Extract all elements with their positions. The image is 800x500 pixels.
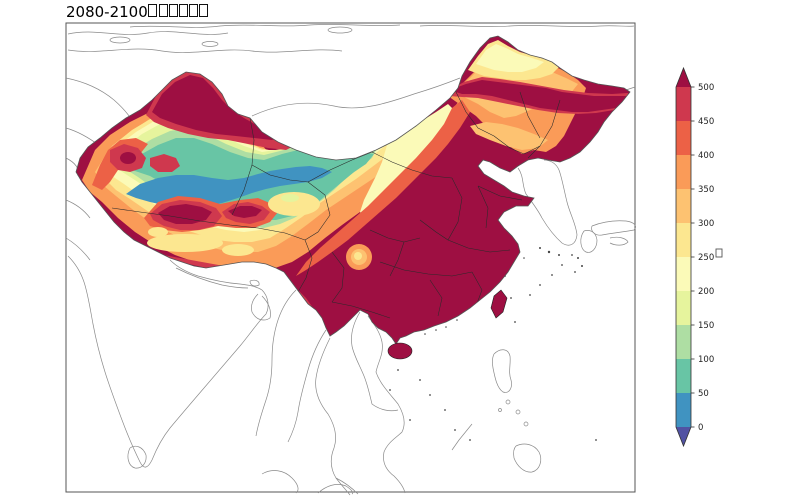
china-border [75, 35, 631, 345]
colorbar-segment-100-150 [676, 325, 691, 359]
colorbar-tick-label: 400 [698, 151, 714, 161]
ne-maroon-band [450, 80, 628, 112]
colorbar-tick-label: 100 [698, 355, 714, 365]
colorbar: 500 450 400 350 300 250 200 150 100 50 0 [675, 66, 723, 448]
colorbar-segment-50-100 [676, 359, 691, 393]
kunlun-core-1 [158, 204, 212, 224]
colorbar-tick-label: 50 [698, 389, 709, 399]
colorbar-tick-label: 450 [698, 117, 714, 127]
colorbar-segment-350-400 [676, 155, 691, 189]
taiwan [490, 289, 508, 319]
asia-coastlines [65, 24, 636, 496]
junggar-maroon [152, 75, 282, 140]
hainan [387, 342, 413, 360]
colorbar-segment-150-200 [676, 291, 691, 325]
missing-glyph-box [168, 4, 178, 17]
colorbar-tick-label: 500 [698, 83, 714, 93]
contour-field [76, 36, 630, 344]
colorbar-segment-200-250 [676, 257, 691, 291]
colorbar-tickmarks [691, 86, 695, 428]
colorbar-tick-label: 250 [698, 253, 714, 263]
qaidam-green [281, 194, 299, 202]
colorbar-segment-0-50 [676, 393, 691, 427]
colorbar-tick-label: 150 [698, 321, 714, 331]
west-spot-core [120, 152, 136, 164]
ne-cap-200-250 [476, 44, 544, 72]
colorbar-tick-label: 300 [698, 219, 714, 229]
colorbar-arrow-down [676, 427, 691, 446]
colorbar-segment-300-350 [676, 189, 691, 223]
colorbar-segment-400-450 [676, 121, 691, 155]
figure-title: 2080-2100 [66, 3, 209, 21]
title-missing-glyphs [148, 3, 209, 21]
colorbar-unit-label-tofu [715, 248, 723, 258]
province-borders [111, 89, 561, 319]
tibet-cream-1 [147, 234, 223, 252]
colorbar-tick-label: 0 [698, 423, 703, 433]
tibet-cream-3 [148, 227, 168, 237]
colorbar-arrow-up [676, 68, 691, 87]
west-spot-red-2 [150, 154, 180, 172]
missing-glyph-box [178, 4, 188, 17]
colorbar-tick-label: 200 [698, 287, 714, 297]
missing-glyph-box [199, 4, 209, 17]
figure-title-text: 2080-2100 [66, 3, 148, 21]
sichuan-ring-core [354, 252, 362, 260]
ne-light-orange-2 [470, 122, 548, 150]
missing-glyph-box [148, 4, 158, 17]
colorbar-tick-labels: 500 450 400 350 300 250 200 150 100 50 0 [698, 83, 714, 433]
east-red-crescent [296, 100, 470, 276]
colorbar-segment-250-300 [676, 223, 691, 257]
tibet-cream-2 [222, 244, 254, 256]
kunlun-core-2 [228, 206, 262, 218]
missing-glyph-box [158, 4, 168, 17]
colorbar-segment-450-500 [676, 87, 691, 121]
colorbar-tick-label: 350 [698, 185, 714, 195]
island-dots [389, 247, 597, 441]
missing-glyph-box [189, 4, 199, 17]
